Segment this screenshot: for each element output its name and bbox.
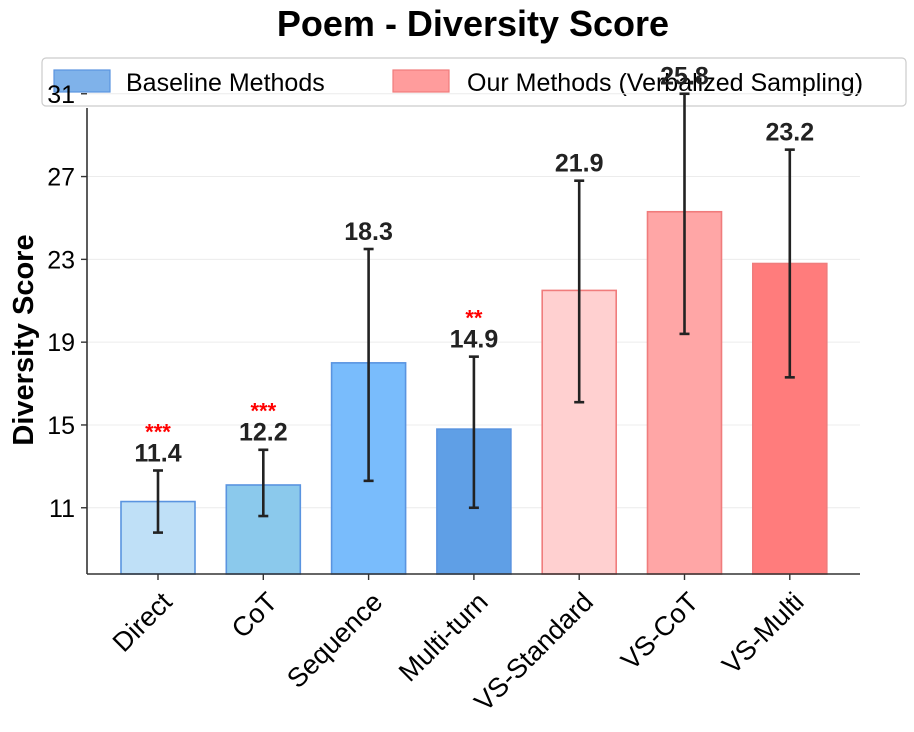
x-tick-label: Multi-turn bbox=[393, 587, 494, 688]
x-tick-label: Direct bbox=[107, 586, 178, 657]
value-label: 25.8 bbox=[660, 63, 709, 91]
y-tick-label: 31 bbox=[47, 81, 75, 109]
significance-marker: *** bbox=[145, 419, 171, 444]
y-axis-ticks: 11 15 19 23 27 31 bbox=[47, 81, 87, 523]
value-label: 11.4 bbox=[134, 439, 181, 467]
y-tick-label: 15 bbox=[47, 412, 75, 440]
significance-marker: ** bbox=[465, 306, 483, 331]
y-tick-label: 27 bbox=[47, 164, 75, 192]
y-tick-label: 23 bbox=[47, 246, 75, 274]
value-labels: 11.4*** 12.2***18.314.9**21.925.823.2 bbox=[134, 63, 814, 468]
value-label: 18.3 bbox=[344, 218, 393, 246]
gridlines bbox=[87, 93, 860, 509]
legend-label-baseline: Baseline Methods bbox=[126, 69, 325, 97]
value-label: 21.9 bbox=[555, 150, 604, 178]
value-label: 23.2 bbox=[765, 119, 814, 147]
value-label: 14.9 bbox=[450, 326, 499, 354]
error-bars bbox=[153, 92, 795, 534]
y-tick-label: 11 bbox=[49, 495, 75, 523]
x-tick-label: CoT bbox=[226, 587, 283, 644]
y-tick-label: 19 bbox=[47, 329, 75, 357]
value-label: 12.2 bbox=[239, 419, 288, 447]
significance-marker: *** bbox=[250, 399, 276, 424]
x-tick-label: Sequence bbox=[281, 587, 388, 694]
x-tick-label: VS-CoT bbox=[615, 587, 704, 676]
bars bbox=[120, 210, 828, 575]
legend-swatch-baseline bbox=[53, 69, 111, 93]
legend: Baseline Methods Our Methods (Verbalized… bbox=[41, 57, 907, 107]
legend-swatch-ours bbox=[392, 69, 450, 93]
legend-label-ours: Our Methods (Verbalized Sampling) bbox=[467, 69, 863, 97]
chart-title: Poem - Diversity Score bbox=[277, 3, 669, 44]
y-axis-label: Diversity Score bbox=[8, 234, 40, 445]
x-tick-label: VS-Multi bbox=[716, 587, 809, 680]
